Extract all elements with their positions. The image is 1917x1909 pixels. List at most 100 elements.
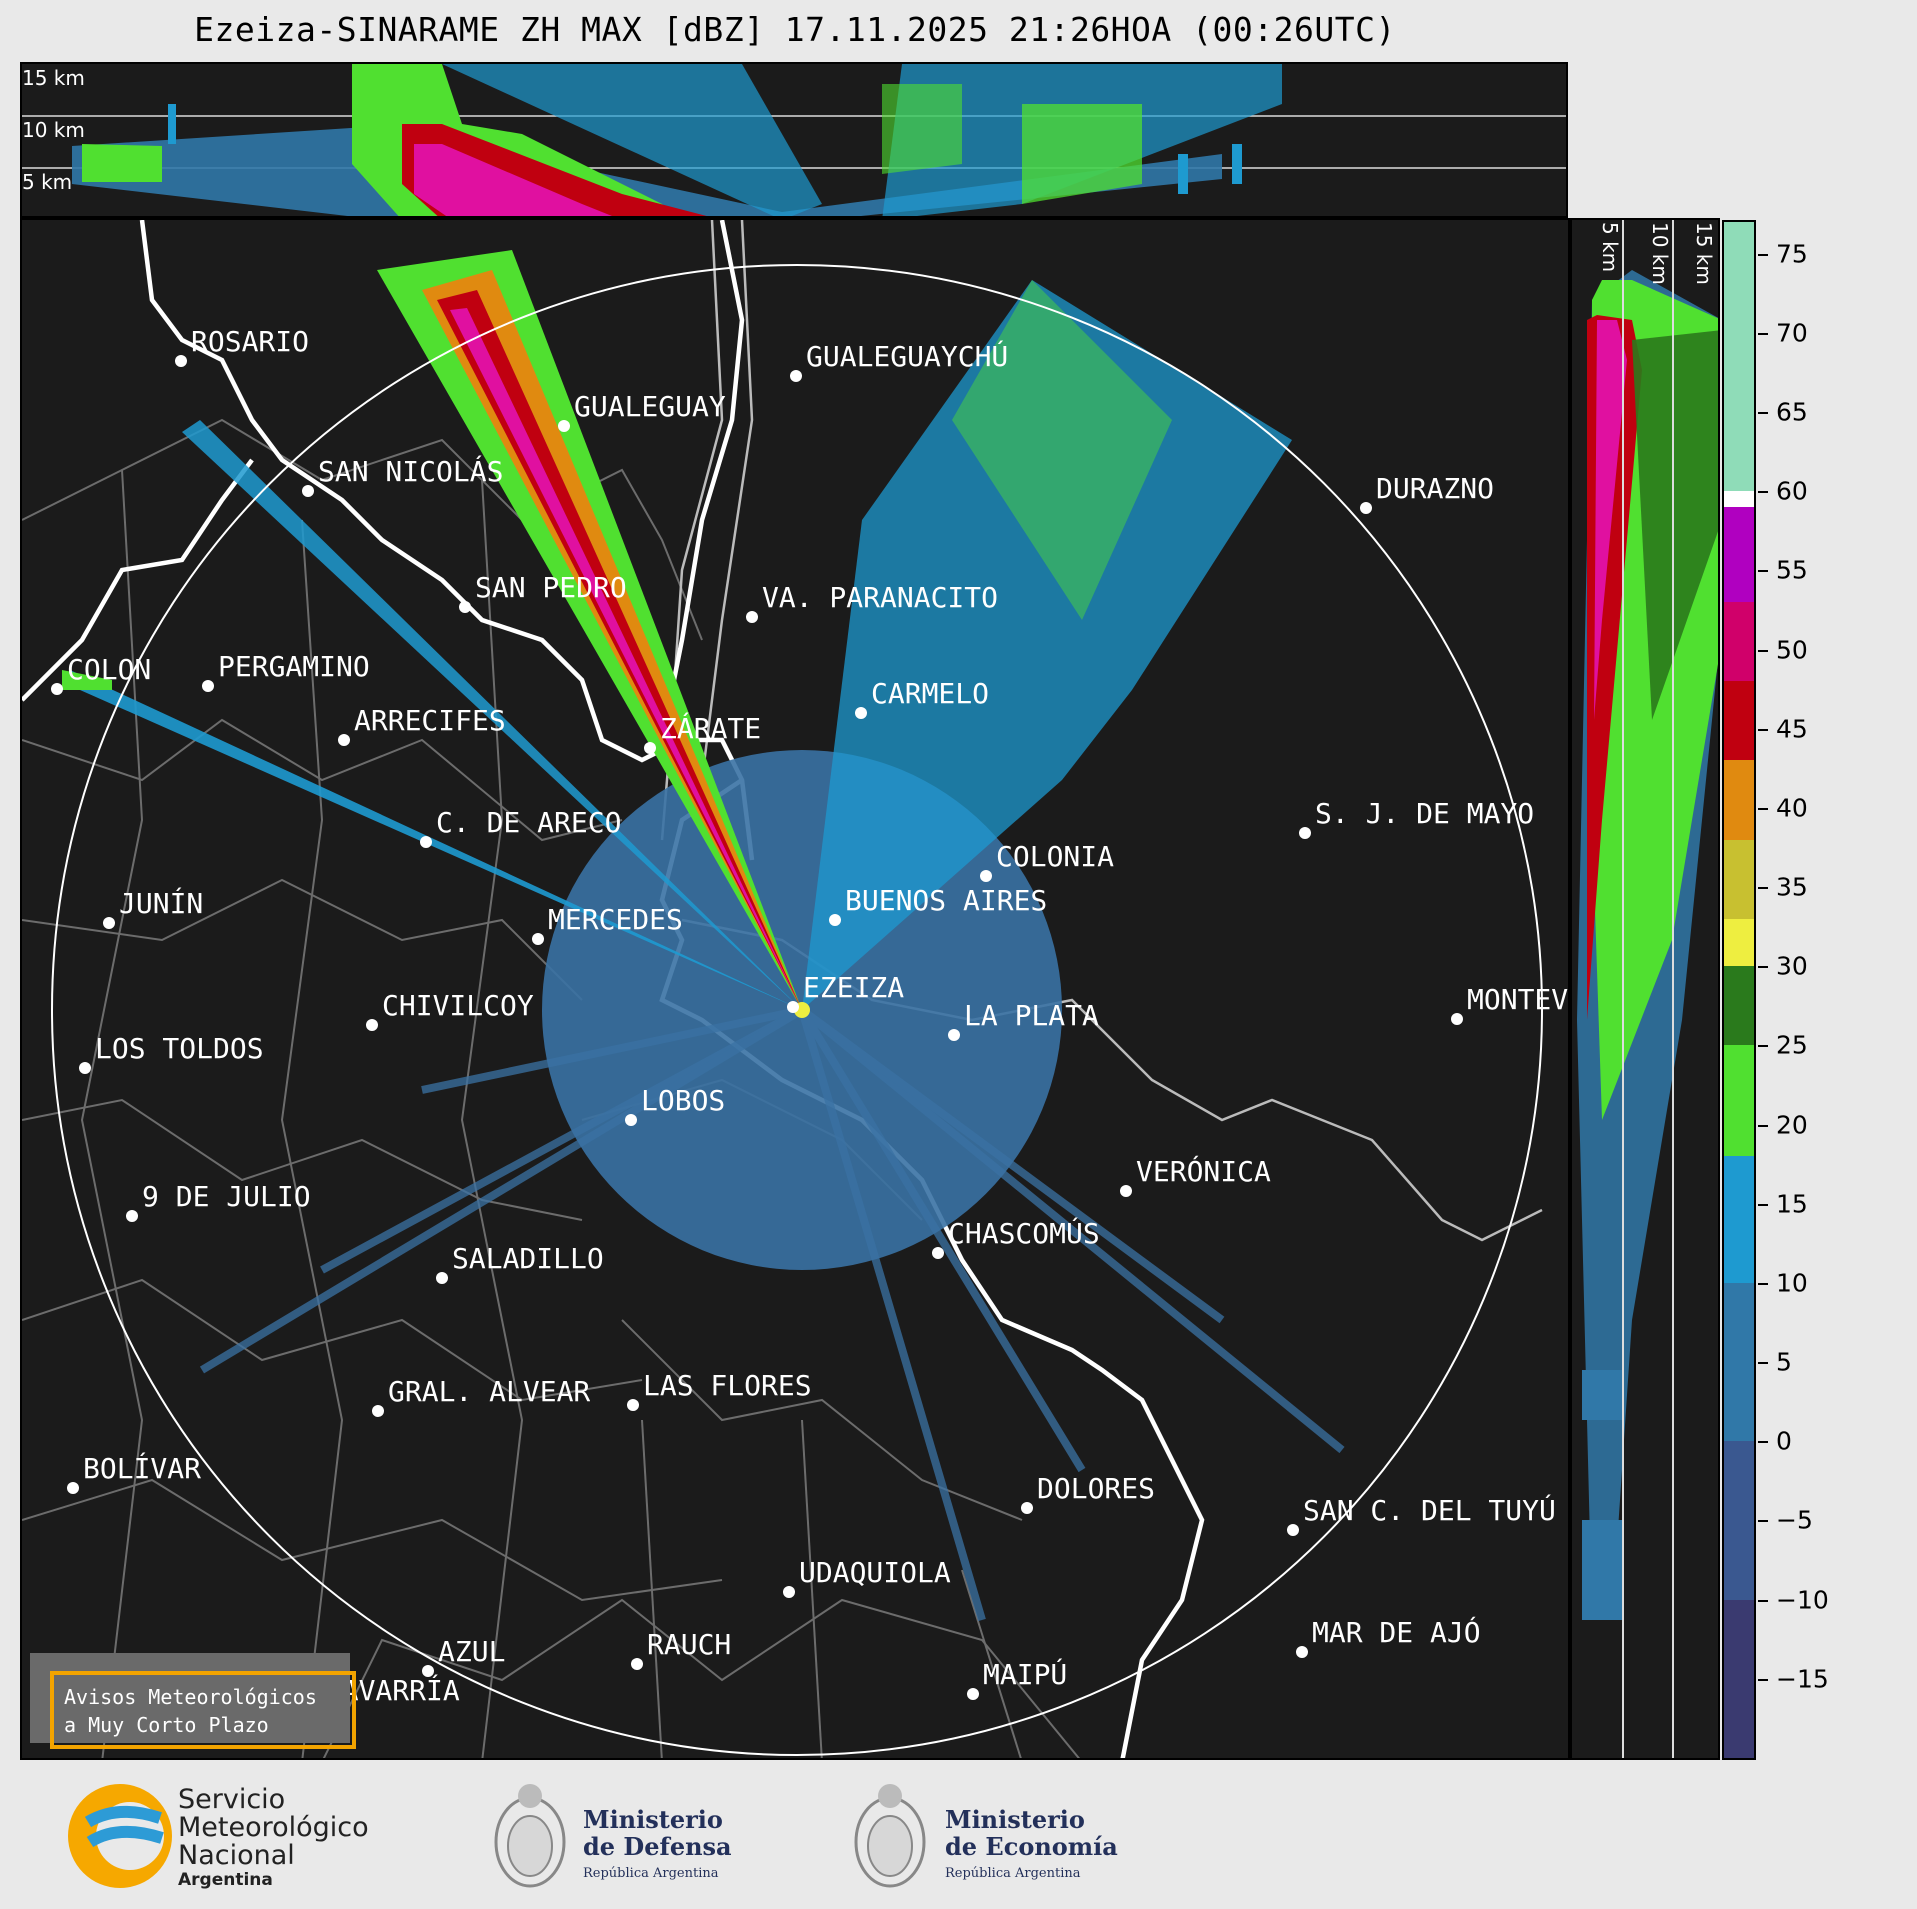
city-marker <box>967 1688 979 1700</box>
city-marker <box>302 485 314 497</box>
city-marker <box>1299 827 1311 839</box>
colorbar-segment <box>1724 602 1754 682</box>
city-marker <box>746 611 758 623</box>
colorbar <box>1722 220 1756 1760</box>
colorbar-tick-label: −10 <box>1776 1585 1829 1615</box>
defensa-line2: de Defensa <box>583 1832 732 1861</box>
city-marker <box>644 742 656 754</box>
top-cross-section-graphic <box>22 64 1566 216</box>
city-label: 9 DE JULIO <box>142 1180 311 1213</box>
alerts-box[interactable]: Avisos Meteorológicos a Muy Corto Plazo <box>30 1653 356 1749</box>
city-label: ROSARIO <box>191 325 310 358</box>
colorbar-tick-label: 75 <box>1776 239 1808 269</box>
smn-line4: Argentina <box>178 1870 273 1890</box>
city-label: RAUCH <box>647 1628 732 1661</box>
city-marker <box>79 1062 91 1074</box>
city-label: CHASCOMÚS <box>948 1217 1100 1250</box>
city-label: EZEIZA <box>803 971 905 1004</box>
alerts-line1: Avisos Meteorológicos <box>64 1685 317 1709</box>
chart-title: Ezeiza-SINARAME ZH MAX [dBZ] 17.11.2025 … <box>194 10 1396 49</box>
city-label: GRAL. ALVEAR <box>388 1375 591 1408</box>
colorbar-tick-label: −5 <box>1776 1505 1813 1535</box>
colorbar-segment <box>1724 1282 1754 1442</box>
right-alt-label-15km: 15 km <box>1692 222 1716 285</box>
city-marker <box>103 917 115 929</box>
city-label: AZUL <box>438 1635 506 1668</box>
colorbar-segment <box>1724 1441 1754 1600</box>
colorbar-tick-label: 70 <box>1776 318 1808 348</box>
colorbar-tick <box>1758 491 1768 494</box>
alerts-inner[interactable]: Avisos Meteorológicos a Muy Corto Plazo <box>50 1671 356 1749</box>
colorbar-tick-label: 60 <box>1776 476 1808 506</box>
city-marker <box>790 370 802 382</box>
city-label: VERÓNICA <box>1136 1155 1271 1188</box>
colorbar-tick <box>1758 807 1768 810</box>
city-label: PERGAMINO <box>218 650 370 683</box>
colorbar-segment <box>1724 491 1754 508</box>
city-marker <box>829 914 841 926</box>
city-marker <box>558 420 570 432</box>
smn-line3: Nacional <box>178 1840 295 1871</box>
city-marker <box>366 1019 378 1031</box>
city-marker <box>932 1247 944 1259</box>
top-alt-label-10km: 10 km <box>22 118 85 142</box>
city-marker <box>1296 1646 1308 1658</box>
colorbar-segment <box>1724 681 1754 761</box>
colorbar-tick <box>1758 1282 1768 1285</box>
city-label: LOS TOLDOS <box>95 1032 264 1065</box>
city-marker <box>202 680 214 692</box>
colorbar-tick-label: 20 <box>1776 1110 1808 1140</box>
city-marker <box>1451 1013 1463 1025</box>
radar-map-graphic <box>22 220 1543 1758</box>
colorbar-tick <box>1758 253 1768 256</box>
smn-line1: Servicio <box>178 1784 286 1815</box>
city-label: BOLÍVAR <box>83 1452 202 1485</box>
colorbar-tick-label: −15 <box>1776 1664 1829 1694</box>
colorbar-segment <box>1724 918 1754 967</box>
city-marker <box>422 1665 434 1677</box>
city-label: COLON <box>67 653 152 686</box>
city-marker <box>625 1114 637 1126</box>
colorbar-tick-label: 55 <box>1776 555 1808 585</box>
top-alt-label-15km: 15 km <box>22 66 85 90</box>
colorbar-tick-label: 5 <box>1776 1347 1792 1377</box>
colorbar-tick <box>1758 1203 1768 1206</box>
defensa-logo-text: Ministerio de Defensa República Argentin… <box>583 1806 732 1887</box>
defensa-line3: República Argentina <box>583 1866 719 1881</box>
city-label: SAN NICOLÁS <box>318 455 504 488</box>
city-marker <box>1120 1185 1132 1197</box>
city-label: C. DE ARECO <box>436 806 622 839</box>
city-label: CARMELO <box>871 677 990 710</box>
city-marker <box>1021 1502 1033 1514</box>
colorbar-segment <box>1724 839 1754 919</box>
colorbar-tick <box>1758 1124 1768 1127</box>
colorbar-tick <box>1758 1045 1768 1048</box>
city-marker <box>532 933 544 945</box>
city-label: DOLORES <box>1037 1472 1156 1505</box>
alerts-line2: a Muy Corto Plazo <box>64 1713 269 1737</box>
city-marker <box>67 1482 79 1494</box>
city-label: LAS FLORES <box>643 1369 812 1402</box>
top-cross-section-panel: 15 km 10 km 5 km <box>20 62 1568 218</box>
city-marker <box>980 870 992 882</box>
colorbar-segment <box>1724 760 1754 840</box>
colorbar-tick-label: 15 <box>1776 1189 1808 1219</box>
city-label: CHIVILCOY <box>382 989 534 1022</box>
smn-logo-icon <box>68 1784 172 1888</box>
city-label: BUENOS AIRES <box>845 884 1048 917</box>
colorbar-tick-label: 65 <box>1776 397 1808 427</box>
city-marker <box>1287 1524 1299 1536</box>
city-label: MAR DE AJÓ <box>1312 1616 1481 1649</box>
right-alt-label-10km: 10 km <box>1648 222 1672 285</box>
city-label: VA. PARANACITO <box>762 581 999 614</box>
colorbar-tick <box>1758 887 1768 890</box>
city-marker <box>631 1658 643 1670</box>
colorbar-tick-label: 50 <box>1776 635 1808 665</box>
colorbar-tick <box>1758 649 1768 652</box>
colorbar-tick <box>1758 1441 1768 1444</box>
colorbar-segment <box>1724 1156 1754 1283</box>
colorbar-segment <box>1724 966 1754 1046</box>
city-label: ZÁRATE <box>660 712 762 745</box>
city-label: SAN PEDRO <box>475 571 627 604</box>
defensa-seal-icon <box>494 1784 566 1888</box>
